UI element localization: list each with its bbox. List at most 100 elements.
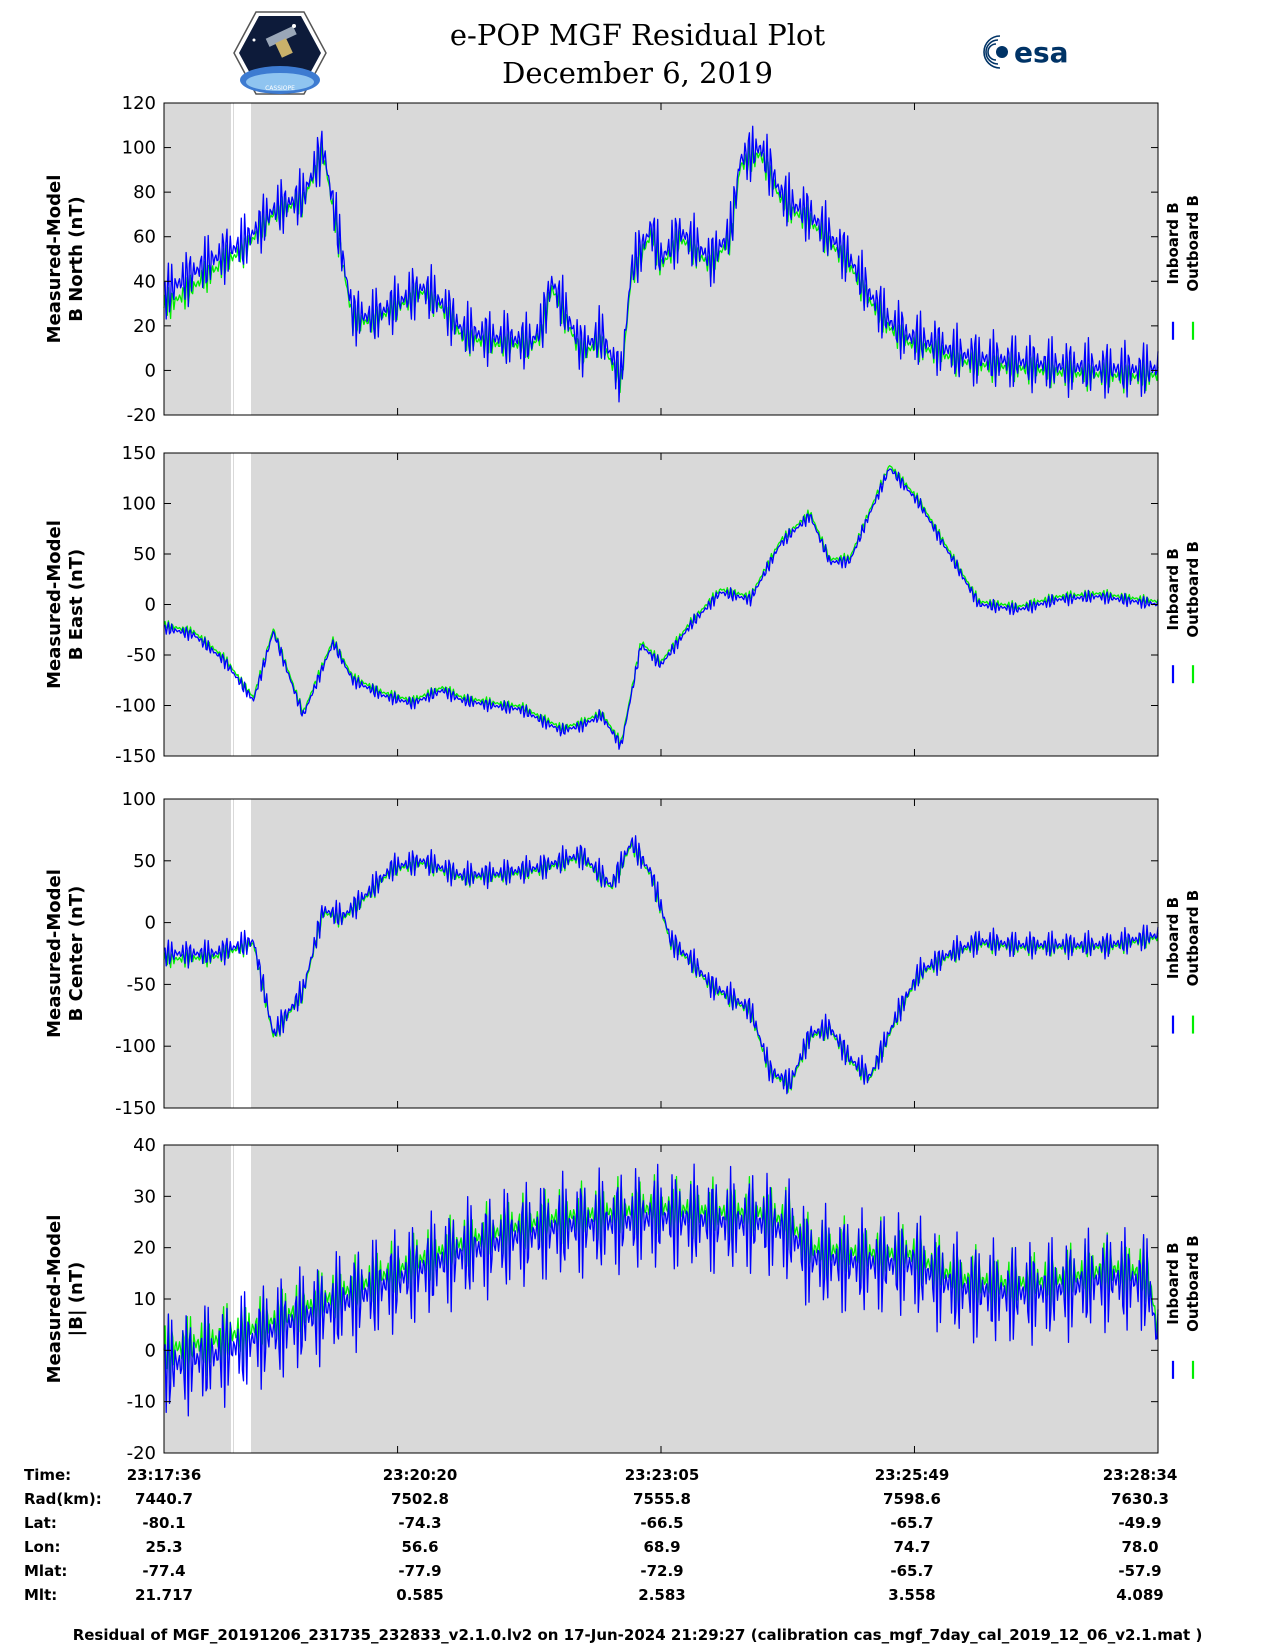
- legend-entry-label: Inboard B: [1164, 548, 1182, 630]
- panel-4: -20 -10 0 10 20 30 40 Measured-Model |B| (nT) Inb…: [44, 1135, 1202, 1460]
- info-cell: 78.0: [1121, 1538, 1159, 1556]
- info-cell: 23:17:36: [126, 1466, 202, 1484]
- info-cell: 2.583: [638, 1586, 686, 1604]
- y-tick-label: 100: [122, 789, 156, 810]
- info-cell: 21.717: [135, 1586, 193, 1604]
- y-axis-label: B North (nT): [66, 196, 87, 322]
- y-tick-label: 150: [122, 443, 156, 464]
- info-cell: 7555.8: [633, 1490, 691, 1508]
- y-tick-label: -100: [115, 696, 156, 717]
- info-cell: -65.7: [890, 1514, 934, 1532]
- info-cell: 23:28:34: [1102, 1466, 1178, 1484]
- info-cell: -57.9: [1118, 1562, 1162, 1580]
- y-axis-label: Measured-Model: [44, 869, 65, 1038]
- info-row-label: Lat:: [24, 1514, 57, 1532]
- info-cell: 0.585: [396, 1586, 444, 1604]
- panel-2: -150 -100 -50 0 50 100 150 Measured-Model B East…: [44, 443, 1202, 767]
- panel-3: -150 -100 -50 0 50 100 Measured-Model B Center …: [44, 789, 1202, 1119]
- legend-entry-label: Outboard B: [1184, 195, 1202, 292]
- info-cell: 7440.7: [135, 1490, 193, 1508]
- y-tick-label: 40: [133, 1135, 156, 1156]
- y-tick-label: 100: [122, 494, 156, 515]
- y-tick-label: -10: [127, 1392, 156, 1413]
- y-tick-label: 30: [133, 1186, 156, 1207]
- info-cell: -77.9: [398, 1562, 442, 1580]
- y-tick-label: -150: [115, 1098, 156, 1119]
- y-tick-label: 50: [133, 544, 156, 565]
- y-tick-label: 100: [122, 138, 156, 159]
- orbit-info-table: Time: Rad(km): Lat: Lon: Mlat: Mlt: 23:17:36 74…: [0, 1460, 1275, 1630]
- data-gap-band: [234, 1145, 251, 1453]
- series-inboard-b-line: [163, 125, 1159, 403]
- data-gap-band: [234, 453, 251, 756]
- info-cell: 74.7: [893, 1538, 931, 1556]
- info-cell: 68.9: [643, 1538, 681, 1556]
- y-tick-label: 10: [133, 1289, 156, 1310]
- info-row-label: Mlt:: [24, 1586, 58, 1604]
- info-cell: 25.3: [145, 1538, 183, 1556]
- footer-note: Residual of MGF_20191206_231735_232833_v…: [72, 1626, 1203, 1644]
- cassiope-logo-text: CASSIOPE: [265, 85, 295, 92]
- y-tick-label: 0: [145, 1340, 156, 1361]
- y-axis-label: |B| (nT): [66, 1262, 87, 1337]
- info-row-label: Time:: [24, 1466, 72, 1484]
- legend-entry-label: Inboard B: [1164, 1242, 1182, 1324]
- info-cell: 7630.3: [1111, 1490, 1169, 1508]
- y-axis-label: Measured-Model: [44, 1215, 65, 1384]
- y-tick-label: -50: [127, 974, 156, 995]
- y-tick-label: 40: [133, 271, 156, 292]
- info-cell: 23:20:20: [382, 1466, 458, 1484]
- info-cell: -72.9: [640, 1562, 684, 1580]
- info-row-label: Lon:: [24, 1538, 61, 1556]
- y-tick-label: -150: [115, 746, 156, 767]
- info-cell: 7502.8: [391, 1490, 449, 1508]
- y-tick-label: 20: [133, 1238, 156, 1259]
- legend-entry-label: Outboard B: [1184, 541, 1202, 638]
- info-cell: 23:23:05: [624, 1466, 700, 1484]
- info-cell: -74.3: [398, 1514, 442, 1532]
- info-cell: -49.9: [1118, 1514, 1162, 1532]
- info-cell: 3.558: [888, 1586, 936, 1604]
- y-tick-label: -50: [127, 645, 156, 666]
- y-axis-label: B Center (nT): [66, 886, 87, 1022]
- legend-entry-label: Outboard B: [1184, 890, 1202, 987]
- y-tick-label: 0: [145, 360, 156, 381]
- y-tick-label: 20: [133, 316, 156, 337]
- y-axis-label: Measured-Model: [44, 520, 65, 689]
- info-cell: 4.089: [1116, 1586, 1164, 1604]
- legend-entry-label: Inboard B: [1164, 897, 1182, 979]
- info-cell: 23:25:49: [874, 1466, 950, 1484]
- y-axis-label: B East (nT): [66, 549, 87, 661]
- title-line-1: e-POP MGF Residual Plot: [449, 18, 826, 52]
- esa-logo: esa: [983, 35, 1069, 69]
- y-tick-label: 60: [133, 227, 156, 248]
- series-inboard-b-line: [163, 468, 1159, 750]
- legend-entry-label: Inboard B: [1164, 202, 1182, 284]
- y-tick-label: 80: [133, 182, 156, 203]
- data-gap-band: [234, 799, 251, 1108]
- info-cell: 7598.6: [883, 1490, 941, 1508]
- info-cell: -80.1: [142, 1514, 186, 1532]
- y-tick-label: -20: [127, 405, 156, 426]
- info-cell: -66.5: [640, 1514, 684, 1532]
- y-tick-label: -100: [115, 1036, 156, 1057]
- info-cell: 56.6: [401, 1538, 439, 1556]
- series-inboard-b-line: [163, 835, 1159, 1095]
- info-cell: -77.4: [142, 1562, 186, 1580]
- cassiope-logo: CASSIOPE: [233, 11, 327, 95]
- page-title: e-POP MGF Residual Plot December 6, 2019: [0, 16, 1275, 92]
- info-cell: -65.7: [890, 1562, 934, 1580]
- series-inboard-b-line: [163, 1163, 1159, 1417]
- info-row-label: Mlat:: [24, 1562, 68, 1580]
- y-tick-label: 0: [145, 913, 156, 934]
- title-line-2: December 6, 2019: [502, 56, 773, 90]
- info-row-label: Rad(km):: [24, 1490, 102, 1508]
- y-axis-label: Measured-Model: [44, 175, 65, 344]
- y-tick-label: -20: [127, 1443, 156, 1460]
- y-tick-label: 50: [133, 851, 156, 872]
- y-tick-label: 120: [122, 93, 156, 114]
- legend-entry-label: Outboard B: [1184, 1235, 1202, 1332]
- y-tick-label: 0: [145, 595, 156, 616]
- esa-logo-text: esa: [1014, 36, 1069, 69]
